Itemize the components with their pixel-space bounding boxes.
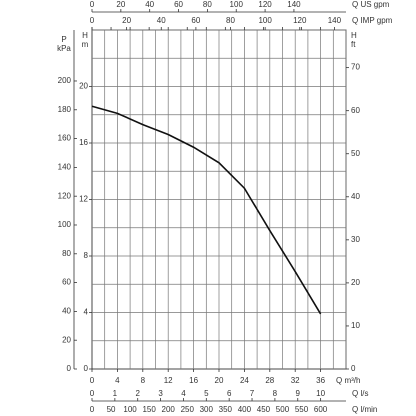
- x-axis-title: Q m³/h: [336, 376, 360, 385]
- x-tick-label: 28: [265, 376, 274, 385]
- axis-title: Q IMP gpm: [352, 16, 393, 25]
- tick-label: 80: [226, 16, 235, 25]
- tick-label: 600: [314, 405, 328, 414]
- x-tick-label: 36: [316, 376, 325, 385]
- y2-tick-label: 40: [351, 192, 360, 201]
- p-tick-label: 200: [58, 76, 72, 85]
- tick-label: 120: [258, 0, 272, 9]
- pump-curve: [91, 105, 322, 315]
- p-tick-label: 160: [58, 134, 72, 143]
- tick-label: 150: [142, 405, 156, 414]
- p-tick-label: 40: [62, 307, 71, 316]
- tick-label: 1: [113, 389, 118, 398]
- y-tick-label: 16: [79, 138, 88, 147]
- y2-tick-label: 70: [351, 63, 360, 72]
- x-tick-label: 8: [141, 376, 146, 385]
- x-tick-label: 16: [189, 376, 198, 385]
- tick-label: 20: [116, 0, 125, 9]
- tick-label: 50: [107, 405, 116, 414]
- y2-tick-label: 60: [351, 106, 360, 115]
- tick-label: 140: [328, 16, 342, 25]
- tick-label: 500: [276, 405, 290, 414]
- tick-label: 400: [238, 405, 252, 414]
- y2-tick-label: 50: [351, 149, 360, 158]
- p-tick-label: 140: [58, 162, 72, 171]
- y-tick-label: 12: [79, 195, 88, 204]
- tick-label: 0: [90, 405, 95, 414]
- tick-label: 140: [287, 0, 301, 9]
- tick-label: 200: [162, 405, 176, 414]
- axis-title: Q US gpm: [352, 0, 390, 9]
- y-axis-title: m: [82, 40, 89, 49]
- y2-axis-title: ft: [351, 40, 356, 49]
- tick-label: 250: [181, 405, 195, 414]
- p-tick-label: 60: [62, 278, 71, 287]
- tick-label: 7: [250, 389, 255, 398]
- y2-tick-label: 30: [351, 235, 360, 244]
- tick-label: 4: [181, 389, 186, 398]
- tick-label: 5: [204, 389, 209, 398]
- x-tick-label: 20: [215, 376, 224, 385]
- tick-label: 9: [296, 389, 301, 398]
- tick-label: 300: [200, 405, 214, 414]
- p-tick-label: 180: [58, 105, 72, 114]
- tick-label: 40: [157, 16, 166, 25]
- y-tick-label: 20: [79, 82, 88, 91]
- y2-tick-label: 0: [351, 364, 356, 373]
- p-tick-label: 20: [62, 335, 71, 344]
- x-tick-label: 0: [90, 376, 95, 385]
- axis-title: Q l/min: [352, 405, 377, 414]
- y-tick-label: 8: [84, 251, 89, 260]
- p-axis-title: kPa: [57, 44, 71, 53]
- tick-label: 2: [135, 389, 140, 398]
- p-tick-label: 0: [67, 364, 72, 373]
- p-tick-label: 80: [62, 249, 71, 258]
- tick-label: 60: [191, 16, 200, 25]
- y-axis-title: H: [82, 31, 88, 40]
- tick-label: 80: [203, 0, 212, 9]
- x-tick-label: 4: [115, 376, 120, 385]
- tick-label: 6: [227, 389, 232, 398]
- tick-label: 100: [230, 0, 244, 9]
- x-tick-label: 12: [164, 376, 173, 385]
- tick-label: 60: [174, 0, 183, 9]
- tick-label: 8: [273, 389, 278, 398]
- tick-label: 350: [219, 405, 233, 414]
- tick-label: 0: [90, 389, 95, 398]
- y2-axis-title: H: [351, 31, 357, 40]
- p-axis-title: P: [61, 35, 66, 44]
- y2-tick-label: 20: [351, 278, 360, 287]
- y-tick-label: 4: [84, 308, 89, 317]
- x-tick-label: 32: [291, 376, 300, 385]
- y2-tick-label: 10: [351, 321, 360, 330]
- tick-label: 100: [258, 16, 272, 25]
- tick-label: 100: [123, 405, 137, 414]
- tick-label: 0: [90, 0, 95, 9]
- tick-label: 3: [158, 389, 163, 398]
- tick-label: 120: [293, 16, 307, 25]
- tick-label: 550: [295, 405, 309, 414]
- tick-label: 20: [122, 16, 131, 25]
- axis-title: Q l/s: [352, 389, 368, 398]
- x-tick-label: 24: [240, 376, 249, 385]
- tick-label: 450: [257, 405, 271, 414]
- y-tick-label: 0: [84, 364, 89, 373]
- tick-label: 0: [90, 16, 95, 25]
- tick-label: 40: [145, 0, 154, 9]
- p-tick-label: 100: [58, 220, 72, 229]
- p-tick-label: 120: [58, 191, 72, 200]
- tick-label: 10: [316, 389, 325, 398]
